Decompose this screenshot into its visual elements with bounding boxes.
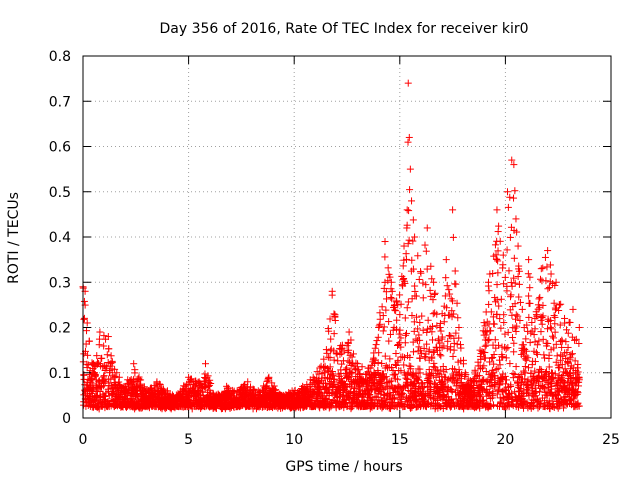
scatter-marker <box>129 377 137 385</box>
plot-layer <box>79 79 583 413</box>
scatter-marker <box>263 377 271 385</box>
scatter-marker <box>105 345 113 353</box>
scatter-marker <box>325 366 333 374</box>
scatter-marker <box>325 327 333 335</box>
scatter-marker <box>330 356 338 364</box>
scatter-marker <box>331 311 339 319</box>
scatter-marker <box>338 360 346 368</box>
scatter-marker <box>83 360 91 368</box>
scatter-marker <box>207 380 215 388</box>
scatter-marker <box>80 297 88 305</box>
scatter-marker <box>333 350 341 358</box>
scatter-marker <box>108 359 116 367</box>
scatter-marker <box>84 351 92 359</box>
scatter-marker <box>320 369 328 377</box>
scatter-marker <box>95 335 103 343</box>
scatter-marker <box>204 372 212 380</box>
scatter-marker <box>100 332 108 340</box>
scatter-marker <box>80 315 88 323</box>
scatter-marker <box>93 352 101 360</box>
scatter-marker <box>330 330 338 338</box>
scatter-marker <box>107 352 115 360</box>
scatter-marker <box>103 351 111 359</box>
scatter-marker <box>326 354 334 362</box>
scatter-marker <box>336 350 344 358</box>
scatter-marker <box>156 381 164 389</box>
scatter-marker <box>84 361 92 369</box>
scatter-marker <box>83 327 91 335</box>
scatter-marker <box>131 369 139 377</box>
scatter-marker <box>315 370 323 378</box>
scatter-marker <box>326 363 334 371</box>
scatter-marker <box>326 315 334 323</box>
scatter-marker <box>80 314 88 322</box>
scatter-marker <box>323 349 331 357</box>
scatter-marker <box>319 363 327 371</box>
scatter-marker <box>206 376 214 384</box>
scatter-marker <box>98 354 106 362</box>
scatter-marker <box>100 342 108 350</box>
scatter-marker <box>327 335 335 343</box>
